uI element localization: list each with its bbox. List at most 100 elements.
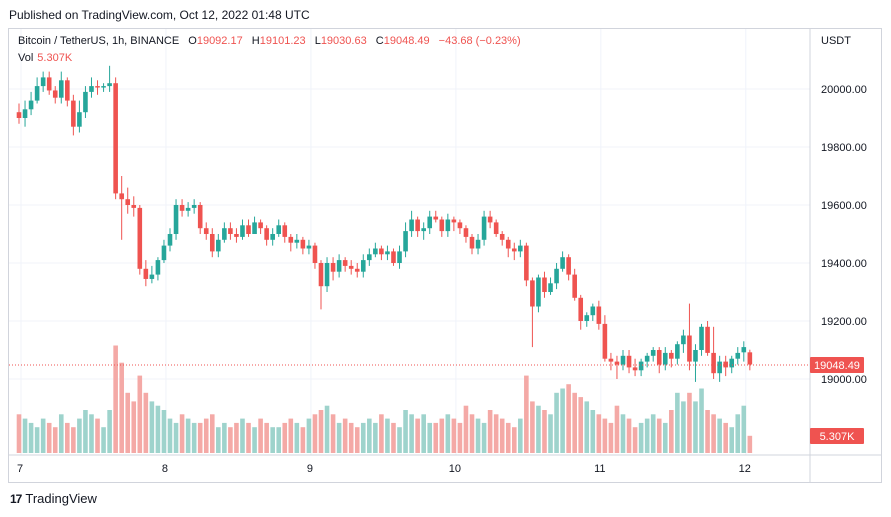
candle-body — [131, 205, 137, 208]
volume-bar — [367, 418, 372, 453]
y-tick-label: 19400.00 — [821, 258, 867, 270]
candle-body — [699, 326, 704, 350]
candle-body — [675, 344, 680, 359]
candle-body — [554, 268, 559, 284]
open-label: O — [188, 35, 197, 47]
candle-body — [711, 352, 716, 374]
candle-body — [28, 100, 34, 110]
candle-body — [499, 234, 505, 240]
volume-bar — [143, 392, 149, 453]
candle-body — [409, 219, 414, 232]
candle-body — [89, 86, 94, 92]
volume-bar — [475, 418, 481, 453]
candle-body — [620, 355, 626, 365]
volume-bar — [554, 392, 559, 453]
volume-bar — [415, 418, 420, 453]
candle-body — [95, 86, 100, 88]
footer-brand[interactable]: 17 TradingView — [10, 491, 97, 506]
candle-body — [71, 100, 76, 127]
candle-body — [415, 219, 420, 232]
candle-body — [197, 205, 203, 229]
volume-bar — [216, 427, 221, 453]
candle-body — [662, 352, 668, 365]
candle-body — [560, 257, 565, 269]
candle-body — [185, 207, 191, 211]
volume-bar — [40, 418, 46, 453]
volume-bar — [608, 422, 614, 453]
volume-bar — [131, 401, 137, 453]
volume-bar — [632, 427, 638, 453]
x-tick-label: 10 — [449, 463, 461, 475]
candle-body — [77, 112, 82, 127]
candle-body — [729, 358, 735, 368]
candle-body — [234, 234, 239, 237]
candle-body — [693, 350, 698, 362]
candle-body — [113, 83, 118, 194]
volume-bar — [493, 414, 499, 453]
volume-bar — [379, 414, 384, 453]
candle-body — [584, 315, 590, 321]
volume-bar — [566, 384, 571, 453]
candle-body — [403, 231, 408, 252]
close-value: 19048.49 — [383, 35, 430, 47]
x-tick-label: 11 — [594, 463, 605, 475]
y-tick-label: 19600.00 — [821, 200, 867, 212]
volume-bar — [95, 418, 100, 453]
brand-name: TradingView — [25, 491, 97, 506]
candle-body — [487, 216, 493, 223]
candle-body — [203, 228, 209, 234]
volume-bar — [723, 422, 728, 453]
volume-bar — [451, 418, 457, 453]
candle-body — [161, 245, 167, 261]
candle-body — [22, 109, 28, 118]
volume-bar — [385, 418, 390, 453]
volume-bar — [590, 410, 596, 453]
volume-bar — [499, 418, 505, 453]
volume-bar — [741, 405, 747, 453]
volume-bar — [669, 410, 674, 453]
volume-bar — [626, 418, 632, 453]
volume-bar — [373, 422, 378, 453]
y-tick-label: 19200.00 — [821, 316, 867, 328]
candle-body — [681, 335, 686, 345]
volume-legend: Vol 5.307K — [18, 52, 72, 64]
last-price-label: 19048.49 — [814, 360, 860, 372]
volume-bar — [560, 388, 565, 453]
candle-body — [511, 248, 517, 252]
volume-bar — [209, 414, 215, 453]
volume-bar — [596, 414, 602, 453]
volume-bar — [463, 405, 469, 453]
volume-bar — [113, 345, 118, 453]
volume-bar — [711, 414, 716, 453]
last-volume-badge — [810, 428, 864, 444]
volume-bar — [481, 422, 487, 453]
candle-body — [282, 225, 288, 237]
candle-body — [524, 245, 529, 281]
volume-bar — [258, 418, 263, 453]
candle-body — [216, 239, 221, 252]
candle-body — [143, 268, 149, 279]
candle-body — [137, 207, 143, 269]
volume-bar — [252, 427, 257, 453]
volume-bar — [572, 392, 577, 453]
candle-body — [330, 263, 336, 272]
volume-bar — [336, 422, 342, 453]
volume-bar — [620, 414, 626, 453]
volume-bar — [391, 422, 396, 453]
candle-body — [46, 77, 52, 91]
volume-bar — [427, 422, 433, 453]
last-volume-label: 5.307K — [820, 431, 856, 443]
candle-body — [705, 326, 710, 353]
volume-bar — [173, 422, 179, 453]
volume-bar — [536, 405, 541, 453]
candle-body — [342, 260, 348, 266]
candle-body — [481, 216, 487, 240]
volume-bar — [149, 401, 155, 453]
volume-bar — [342, 418, 348, 453]
candle-body — [270, 234, 275, 240]
volume-bar — [294, 422, 300, 453]
candle-body — [572, 274, 577, 298]
candle-body — [493, 222, 499, 234]
volume-bar — [155, 405, 161, 453]
